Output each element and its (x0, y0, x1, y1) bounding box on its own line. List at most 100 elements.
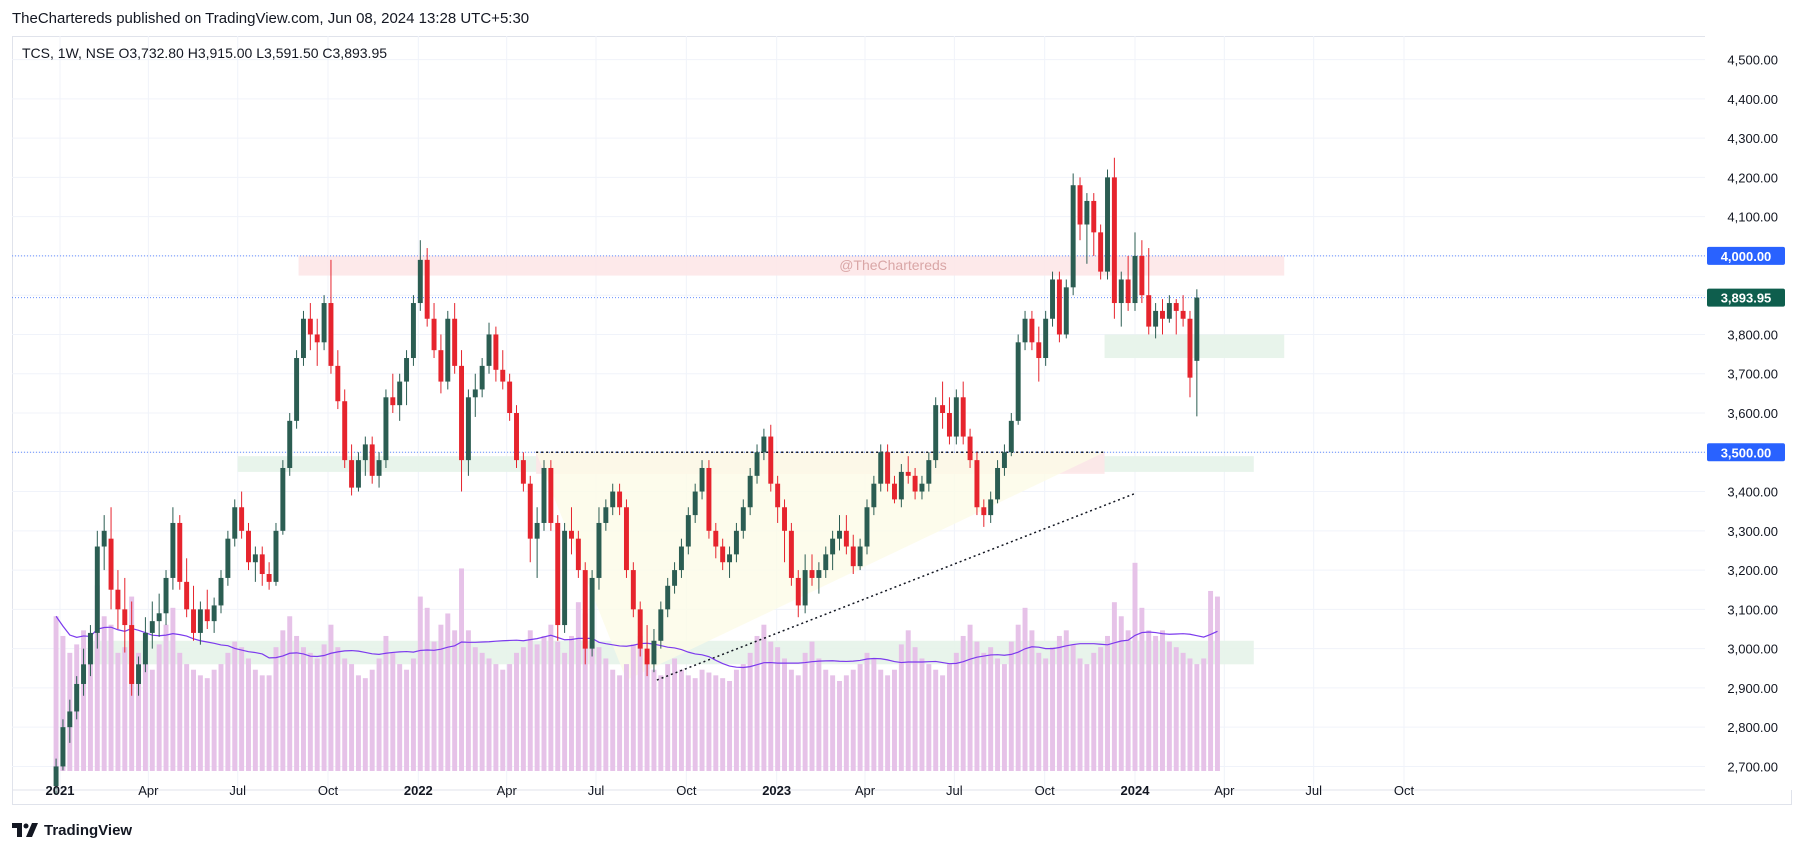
volume-bar (864, 652, 870, 771)
volume-bar (163, 624, 169, 771)
candle-down (548, 467, 554, 523)
candle-down (204, 609, 210, 622)
volume-bar (355, 675, 361, 771)
candle-up (919, 483, 925, 492)
candle-down (314, 334, 320, 343)
candle-up (610, 491, 616, 508)
volume-bar (53, 616, 59, 771)
volume-bar (617, 675, 623, 771)
volume-bar (1214, 596, 1220, 771)
volume-bar (1070, 644, 1076, 771)
volume-bar (1043, 658, 1049, 771)
volume-bar (465, 630, 471, 771)
volume-bar (1180, 652, 1186, 771)
candle-up (658, 609, 664, 641)
volume-bar (562, 652, 568, 771)
volume-bar (404, 669, 410, 771)
volume-bar (843, 675, 849, 771)
triangle-fill (536, 452, 1105, 681)
candle-up (1153, 310, 1159, 327)
candle-up (60, 727, 66, 767)
candle-down (885, 452, 891, 484)
candle-down (1146, 295, 1152, 327)
candle-down (184, 581, 190, 610)
volume-bar (1056, 635, 1062, 771)
candle-up (727, 554, 733, 563)
volume-bar (926, 664, 932, 771)
price-tick-label: 3,700.00 (1727, 367, 1778, 382)
candle-down (507, 381, 513, 413)
candle-up (355, 460, 361, 488)
candle-up (197, 609, 203, 633)
volume-bar (1208, 590, 1214, 771)
candle-up (988, 499, 994, 516)
candle-down (892, 483, 897, 500)
volume-bar (878, 669, 884, 771)
candle-down (431, 318, 437, 351)
candle-down (259, 554, 265, 575)
volume-bar (417, 596, 423, 771)
candle-down (569, 530, 574, 539)
candle-down (960, 397, 966, 437)
candle-down (452, 318, 458, 366)
volume-bar (280, 630, 286, 771)
candle-up (665, 585, 671, 610)
volume-bar (115, 652, 121, 771)
volume-bar (349, 664, 355, 771)
candle-up (294, 358, 300, 421)
candle-down (575, 538, 581, 571)
volume-bar (335, 647, 341, 771)
candle-up (211, 605, 217, 622)
price-tick-label: 3,300.00 (1727, 524, 1778, 539)
volume-bar (1111, 602, 1117, 771)
volume-bar (1015, 624, 1021, 771)
candle-down (122, 609, 128, 626)
volume-bar (452, 630, 458, 771)
volume-bar (300, 647, 306, 771)
volume-bar (1194, 664, 1200, 771)
volume-bar (967, 624, 973, 771)
price-axis-bg (1705, 36, 1792, 790)
trendline (656, 492, 1136, 681)
candle-down (1091, 200, 1097, 233)
volume-bar (768, 641, 774, 771)
candle-up (699, 467, 705, 492)
candle-down (940, 405, 946, 413)
candle-up (754, 452, 760, 476)
volume-bar (720, 678, 726, 771)
volume-bar (493, 664, 499, 771)
volume-bar (397, 664, 403, 771)
candle-up (87, 632, 93, 665)
time-tick-label: Apr (497, 783, 518, 798)
volume-bar (1139, 607, 1145, 771)
candle-up (445, 318, 451, 382)
time-tick-label: Oct (676, 783, 697, 798)
volume-bar (898, 644, 904, 771)
candle-up (1105, 177, 1110, 272)
candle-up (376, 460, 382, 476)
volume-bar (1008, 641, 1014, 771)
candle-up (1015, 342, 1021, 421)
volume-bar (857, 664, 863, 771)
candle-down (768, 436, 774, 484)
candle-down (981, 507, 987, 516)
volume-bar (727, 680, 733, 771)
volume-bar (459, 568, 465, 771)
volume-bar (919, 658, 925, 771)
candle-down (912, 475, 918, 492)
candle-up (321, 303, 327, 343)
volume-bar (142, 664, 148, 771)
volume-bar (1173, 647, 1179, 771)
candle-up (479, 365, 485, 390)
volume-bar (1091, 652, 1097, 771)
candle-down (843, 530, 849, 547)
volume-bar (892, 669, 897, 771)
volume-bar (775, 647, 781, 771)
time-tick-label: Oct (1035, 783, 1056, 798)
price-tick-label: 3,600.00 (1727, 406, 1778, 421)
candle-down (266, 574, 272, 582)
volume-bar (177, 652, 183, 771)
volume-bar (940, 675, 946, 771)
candle-down (307, 318, 313, 335)
